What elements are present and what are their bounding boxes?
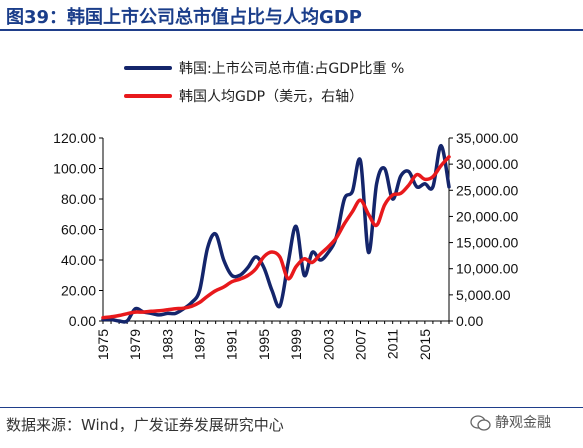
left-tick-label: 20.00 (61, 283, 96, 299)
watermark-text: 静观金融 (495, 415, 551, 431)
chart-area: 0.00 20.00 40.00 60.00 80.00 100.00 120.00 0.00… (53, 130, 518, 360)
wechat-icon (470, 415, 491, 431)
right-tick-label: 30,000.00 (456, 156, 518, 172)
right-tick-label: 15,000.00 (456, 235, 518, 251)
series-line-market-cap-ratio (101, 143, 451, 324)
x-tick-label: 2007 (352, 329, 368, 360)
left-tick-label: 60.00 (61, 222, 96, 238)
x-tick-label: 1991 (224, 329, 240, 360)
series-line-gdp-per-capita (101, 155, 451, 320)
right-tick-label: 0.00 (456, 313, 483, 329)
legend-swatch-series-2 (124, 94, 172, 98)
left-tick-label: 80.00 (61, 191, 96, 207)
title-bar: 图39：韩国上市公司总市值占比与人均GDP (0, 0, 583, 31)
x-tick-label: 1987 (192, 329, 208, 360)
x-tick-label: 1999 (288, 329, 304, 360)
footer-rule (0, 407, 583, 408)
x-tick-label: 1975 (95, 329, 111, 360)
left-tick-label: 120.00 (53, 130, 96, 146)
figure-title: 图39：韩国上市公司总市值占比与人均GDP (6, 7, 362, 28)
legend-swatch-series-1 (124, 66, 172, 70)
right-tick-label: 10,000.00 (456, 261, 518, 277)
left-tick-label: 0.00 (69, 313, 96, 329)
left-tick-label: 100.00 (53, 161, 96, 177)
right-tick-label: 20,000.00 (456, 208, 518, 224)
x-tick-label: 2003 (320, 329, 336, 360)
source-note: 数据来源：Wind，广发证券发展研究中心 (6, 416, 284, 434)
legend-label-series-2: 韩国人均GDP（美元，右轴） (179, 89, 364, 105)
x-tick-label: 2015 (417, 329, 433, 360)
title-rule (0, 29, 583, 31)
legend-label-series-1: 韩国:上市公司总市值:占GDP比重 % (179, 61, 405, 77)
right-tick-label: 35,000.00 (456, 130, 518, 146)
right-tick-label: 5,000.00 (456, 287, 511, 303)
x-tick-label: 1995 (256, 329, 272, 360)
right-tick-label: 25,000.00 (456, 182, 518, 198)
x-tick-label: 2011 (385, 329, 401, 359)
watermark: 静观金融 (470, 412, 551, 432)
left-tick-label: 40.00 (61, 252, 96, 268)
x-tick-label: 1983 (159, 329, 175, 360)
x-tick-label: 1979 (127, 329, 143, 360)
